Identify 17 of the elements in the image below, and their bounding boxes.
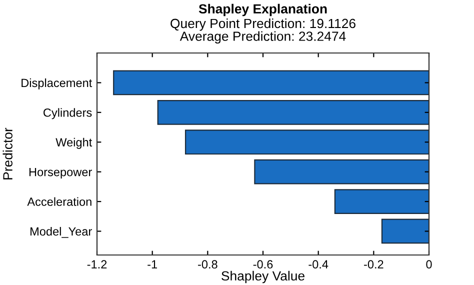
y-tick-label: Acceleration [27, 197, 92, 206]
chart-subtitle: Query Point Prediction: 19.1126 Average Prediction: 23.2474 [170, 18, 356, 44]
y-tick-label: Horsepower [29, 168, 92, 179]
y-tick-label: Cylinders [44, 108, 92, 120]
y-axis-title: Predictor [2, 128, 12, 180]
x-tick-label: 0 [426, 260, 432, 269]
x-tick-label: -1 [148, 260, 158, 268]
y-tick-label: Weight [56, 138, 92, 149]
chart-title: Shapley Explanation [198, 4, 327, 16]
x-tick-label: -0.6 [253, 260, 273, 269]
y-tick-label: Displacement [22, 78, 92, 90]
x-tick-label: -0.2 [364, 260, 384, 269]
y-tick-label: Model_Year [30, 226, 92, 238]
x-tick-label: -0.8 [198, 260, 218, 269]
x-tick-label: -1.2 [87, 260, 107, 268]
x-tick-label: -0.4 [308, 260, 328, 269]
x-axis-title: Shapley Value [222, 270, 304, 284]
